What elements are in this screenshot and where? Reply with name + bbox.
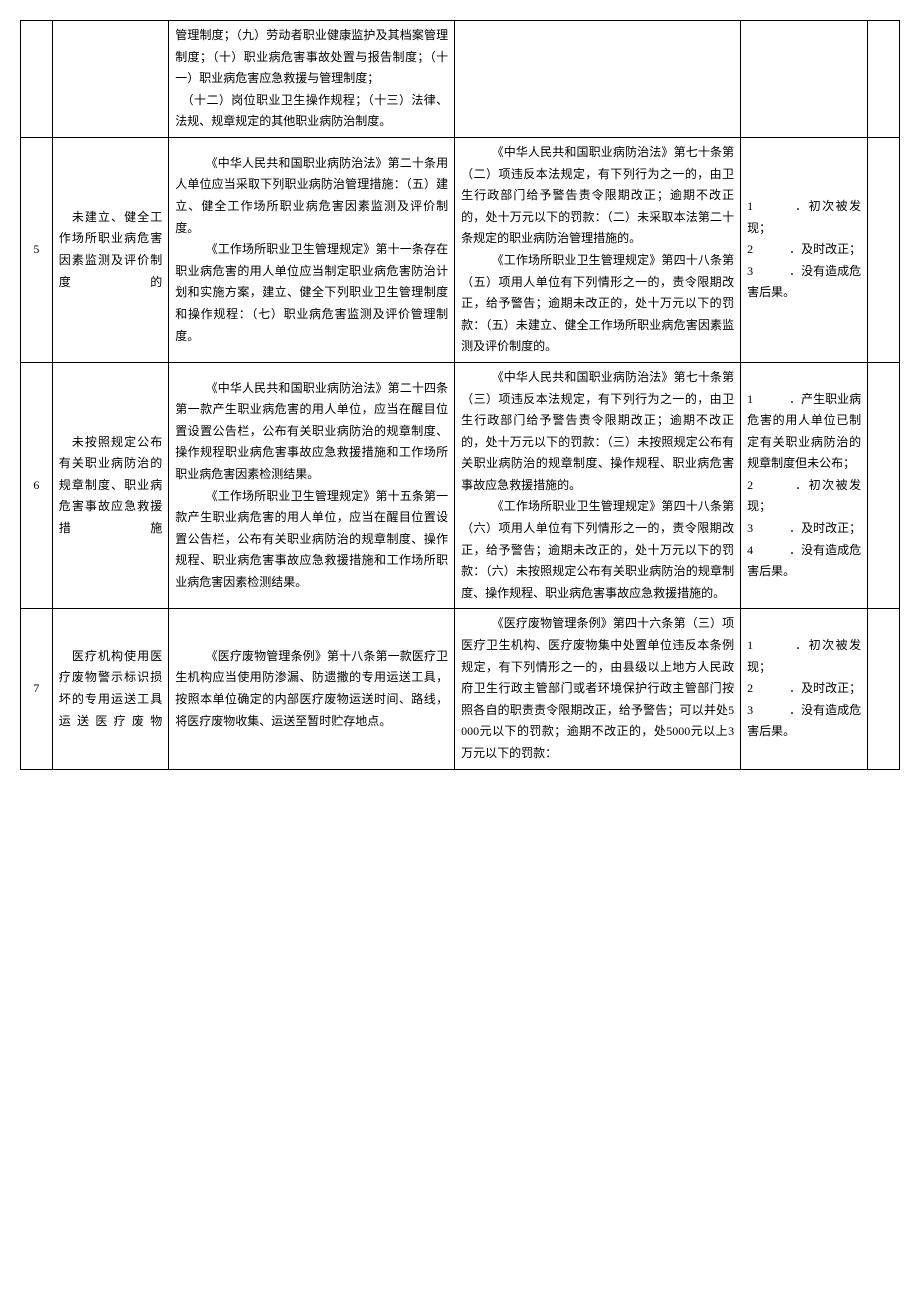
row-condition: 1 ．初次被发现；2 ．及时改正；3 ．没有造成危害后果。 [741,137,868,362]
row-basis: 管理制度；（九）劳动者职业健康监护及其档案管理制度；（十）职业病危害事故处置与报… [169,21,455,138]
row-number: 5 [21,137,53,362]
table-row: 5 未建立、健全工作场所职业病危害因素监测及评价制度的 《中华人民共和国职业病防… [21,137,900,362]
row-title: 未按照规定公布有关职业病防治的规章制度、职业病危害事故应急救援措施 [52,362,168,609]
row-basis: 《中华人民共和国职业病防治法》第二十条用人单位应当采取下列职业病防治管理措施：（… [169,137,455,362]
row-number: 7 [21,609,53,769]
row-penalty [455,21,741,138]
row-extra [868,21,900,138]
row-title: 医疗机构使用医疗废物警示标识损坏的专用运送工具运送医疗废物 [52,609,168,769]
row-penalty: 《医疗废物管理条例》第四十六条第（三）项医疗卫生机构、医疗废物集中处置单位违反本… [455,609,741,769]
row-extra [868,609,900,769]
row-number: 6 [21,362,53,609]
row-number [21,21,53,138]
row-penalty: 《中华人民共和国职业病防治法》第七十条第（二）项违反本法规定，有下列行为之一的，… [455,137,741,362]
regulation-table: 管理制度；（九）劳动者职业健康监护及其档案管理制度；（十）职业病危害事故处置与报… [20,20,900,770]
row-condition [741,21,868,138]
row-condition: 1 ．初次被发现；2 ．及时改正；3 ．没有造成危害后果。 [741,609,868,769]
row-title: 未建立、健全工作场所职业病危害因素监测及评价制度的 [52,137,168,362]
row-basis: 《中华人民共和国职业病防治法》第二十四条第一款产生职业病危害的用人单位，应当在醒… [169,362,455,609]
row-extra [868,137,900,362]
row-penalty: 《中华人民共和国职业病防治法》第七十条第（三）项违反本法规定，有下列行为之一的，… [455,362,741,609]
row-extra [868,362,900,609]
row-condition: 1 ．产生职业病危害的用人单位已制定有关职业病防治的规章制度但未公布；2 ．初次… [741,362,868,609]
table-row: 管理制度；（九）劳动者职业健康监护及其档案管理制度；（十）职业病危害事故处置与报… [21,21,900,138]
table-row: 7 医疗机构使用医疗废物警示标识损坏的专用运送工具运送医疗废物 《医疗废物管理条… [21,609,900,769]
row-title [52,21,168,138]
row-basis: 《医疗废物管理条例》第十八条第一款医疗卫生机构应当使用防渗漏、防遗撒的专用运送工… [169,609,455,769]
table-row: 6 未按照规定公布有关职业病防治的规章制度、职业病危害事故应急救援措施 《中华人… [21,362,900,609]
